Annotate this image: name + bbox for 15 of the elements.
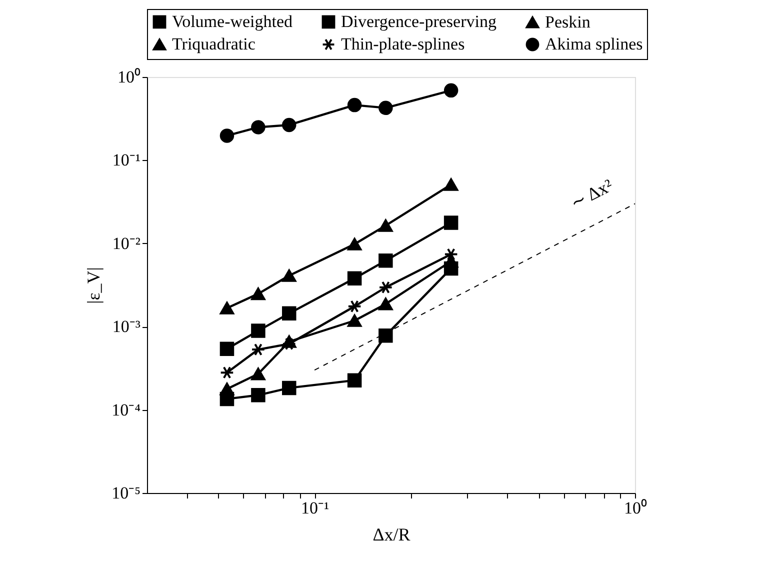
y-tick-label: 10⁻² [112, 234, 140, 253]
legend-label: Triquadratic [172, 34, 256, 54]
legend-label: Divergence-preserving [341, 12, 497, 31]
legend-label: Volume-weighted [172, 12, 294, 31]
y-tick-label: 10⁻¹ [112, 150, 140, 170]
legend-label: Thin-plate-splines [341, 34, 465, 54]
y-tick-label: 10⁻⁵ [112, 484, 141, 502]
legend-label: Akima splines [545, 34, 643, 54]
annotation: ∼ Δx² [567, 175, 616, 214]
legend-label: Peskin [545, 12, 591, 32]
y-tick-label: 10⁻⁴ [112, 400, 141, 420]
y-tick-label: 10⁰ [118, 68, 140, 86]
x-axis-title: Δx/R [372, 524, 410, 544]
y-tick-label: 10⁻³ [112, 317, 140, 336]
y-axis-title: |ε_V| [84, 267, 104, 304]
